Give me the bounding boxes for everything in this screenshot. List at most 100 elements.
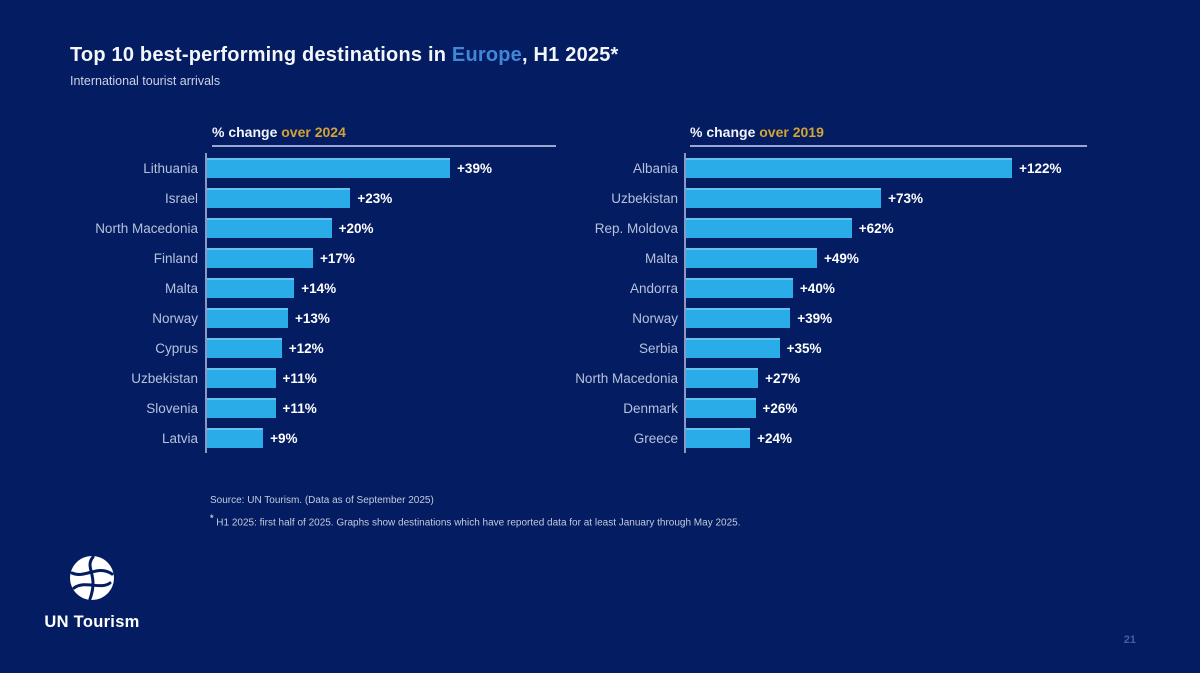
chart-title-accent: over 2024 <box>281 124 346 140</box>
category-label: Slovenia <box>146 400 198 416</box>
subtitle: International tourist arrivals <box>70 74 221 88</box>
chart-title-plain: % change <box>212 124 282 140</box>
category-label: Serbia <box>638 340 678 356</box>
bar-value-label: +11% <box>282 370 317 386</box>
bar-value-label: +9% <box>270 430 298 446</box>
bar-area: +39% <box>205 153 556 183</box>
bar-value-label: +39% <box>457 160 492 176</box>
footnote-body: H1 2025: first half of 2025. Graphs show… <box>213 517 741 529</box>
slide-header: Top 10 best-performing destinations in E… <box>70 44 619 88</box>
bar-area: +122% <box>684 153 1087 183</box>
bar-area: +26% <box>684 393 1087 423</box>
bar-row: Malta +14% <box>65 273 556 303</box>
bar-value-label: +122% <box>1019 160 1062 176</box>
bar-value-label: +39% <box>797 310 833 326</box>
bar-value-label: +24% <box>757 430 793 446</box>
bar-area: +73% <box>684 183 1087 213</box>
category-label: Norway <box>152 310 198 326</box>
bar <box>686 338 780 358</box>
footnotes: Source: UN Tourism. (Data as of Septembe… <box>210 495 741 528</box>
bar <box>207 158 451 178</box>
category-label: Cyprus <box>155 340 198 356</box>
bar <box>686 428 751 448</box>
bar-chart-change-over-2019: % change over 2019 Albania +122% Uzbekista… <box>545 124 1087 453</box>
bar <box>686 158 1013 178</box>
bar-row: Finland +17% <box>65 243 556 273</box>
bar <box>686 308 791 328</box>
bar <box>686 188 882 208</box>
bar-value-label: +49% <box>823 250 859 266</box>
bar-row: Israel +23% <box>65 183 556 213</box>
bar-row: Uzbekistan +11% <box>65 363 556 393</box>
bar <box>207 428 264 448</box>
source-text: Source: UN Tourism. (Data as of Septembe… <box>210 495 434 506</box>
bar-value-label: +20% <box>338 220 374 236</box>
category-label: Rep. Moldova <box>594 220 678 236</box>
chart-header-2024: % change over 2024 <box>65 124 556 147</box>
bar-value-label: +62% <box>858 220 894 236</box>
bar-value-label: +73% <box>888 190 924 206</box>
category-label: North Macedonia <box>575 370 678 386</box>
bar <box>686 398 756 418</box>
bar-row: Greece +24% <box>545 423 1087 453</box>
bar-value-label: +11% <box>282 400 317 416</box>
bar-value-label: +17% <box>319 250 355 266</box>
bar-area: +35% <box>684 333 1087 363</box>
bar-area: +49% <box>684 243 1087 273</box>
bar-row: Rep. Moldova +62% <box>545 213 1087 243</box>
bar-row: Uzbekistan +73% <box>545 183 1087 213</box>
footnote-marker: * <box>210 513 214 523</box>
bar <box>207 368 276 388</box>
category-label: Uzbekistan <box>131 370 198 386</box>
bar <box>686 368 759 388</box>
bar-value-label: +26% <box>762 400 798 416</box>
category-label: Latvia <box>161 430 198 446</box>
chart-header-2019: % change over 2019 <box>545 124 1087 147</box>
category-label: Lithuania <box>143 160 198 176</box>
bar-value-label: +35% <box>786 340 822 356</box>
chart-header-spacer <box>65 124 212 147</box>
bar-area: +9% <box>205 423 556 453</box>
bar-row: Malta +49% <box>545 243 1087 273</box>
category-label: Malta <box>644 250 678 266</box>
bar-row: Norway +39% <box>545 303 1087 333</box>
bar-area: +13% <box>205 303 556 333</box>
bar <box>207 278 295 298</box>
category-label: Israel <box>164 190 198 206</box>
bar-row: Norway +13% <box>65 303 556 333</box>
bar-value-label: +12% <box>288 340 324 356</box>
bar-area: +40% <box>684 273 1087 303</box>
bar <box>207 338 282 358</box>
chart-title-2019: % change over 2019 <box>690 124 1087 147</box>
bar <box>207 308 289 328</box>
globe-icon <box>68 554 116 607</box>
bar-area: +24% <box>684 423 1087 453</box>
bar-row: Latvia +9% <box>65 423 556 453</box>
bar-value-label: +14% <box>301 280 337 296</box>
category-label: North Macedonia <box>95 220 198 236</box>
bar-area: +11% <box>205 393 556 423</box>
category-label: Malta <box>164 280 198 296</box>
bar-value-label: +27% <box>765 370 801 386</box>
logo-wordmark: UN Tourism <box>44 613 140 631</box>
bar-row: Cyprus +12% <box>65 333 556 363</box>
un-tourism-logo: UN Tourism <box>44 554 140 632</box>
category-label: Finland <box>153 250 198 266</box>
bar-value-label: +23% <box>357 190 393 206</box>
bar-area: +11% <box>205 363 556 393</box>
bar-area: +62% <box>684 213 1087 243</box>
category-label: Denmark <box>623 400 678 416</box>
category-label: Albania <box>632 160 678 176</box>
bar <box>207 398 276 418</box>
footnote-text: * H1 2025: first half of 2025. Graphs sh… <box>210 513 741 528</box>
bar-area: +12% <box>205 333 556 363</box>
bar-area: +20% <box>205 213 556 243</box>
chart-rows-2024: Lithuania +39% Israel +23% North Macedonia +2… <box>65 153 556 453</box>
bar-area: +39% <box>684 303 1087 333</box>
page-title: Top 10 best-performing destinations in E… <box>70 44 619 67</box>
bar-area: +23% <box>205 183 556 213</box>
chart-rows-2019: Albania +122% Uzbekistan +73% Rep. Moldova +6… <box>545 153 1087 453</box>
bar-area: +17% <box>205 243 556 273</box>
bar <box>207 188 351 208</box>
